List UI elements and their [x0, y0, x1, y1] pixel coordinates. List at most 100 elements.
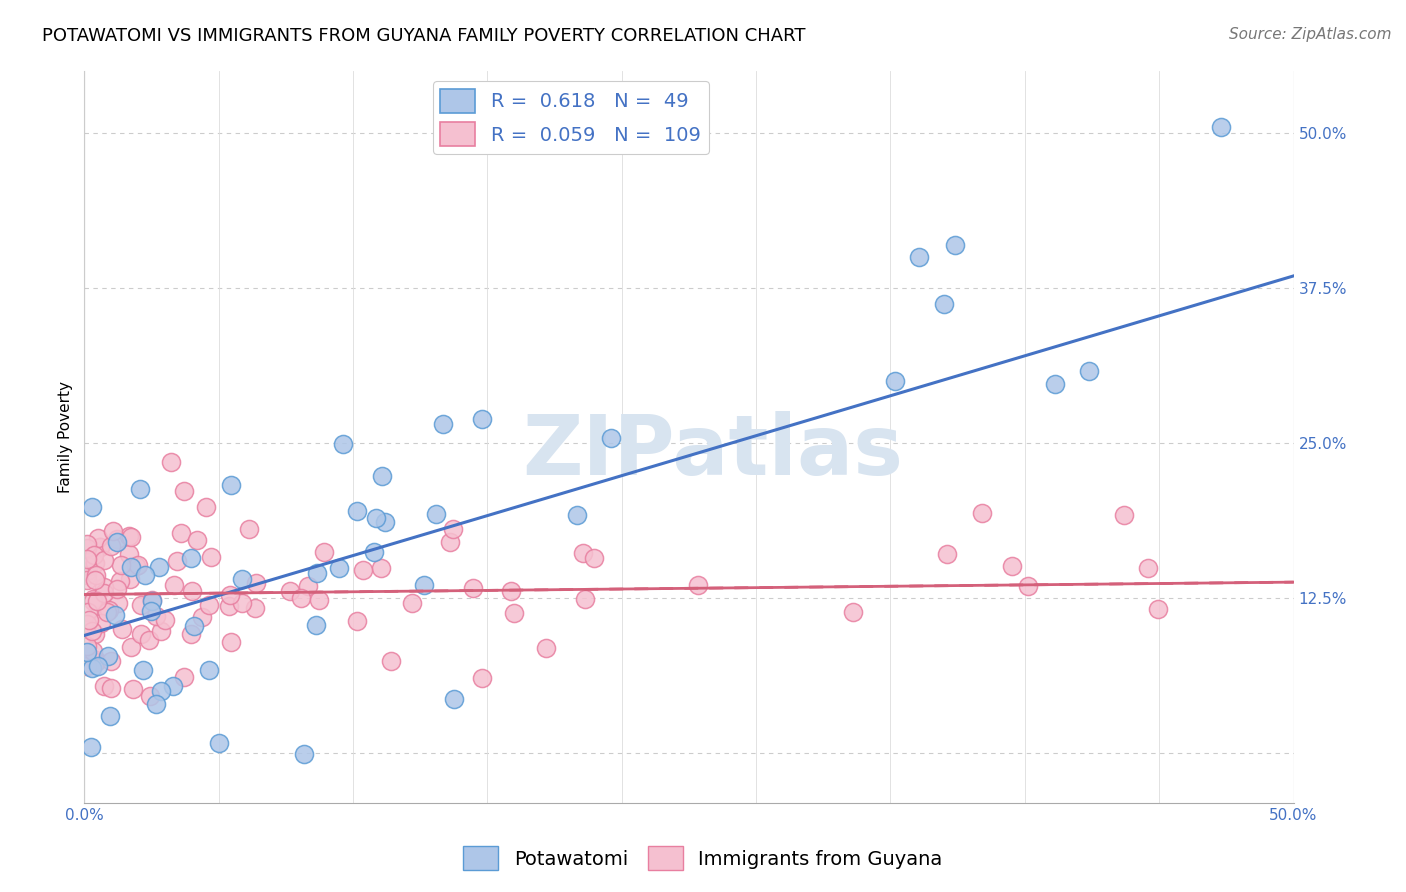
Point: [534, 640, 557, 655]
Legend: Potawatomi, Immigrants from Guyana: Potawatomi, Immigrants from Guyana: [456, 838, 950, 878]
Point: [243, 600, 266, 615]
Point: [1114, 508, 1136, 522]
Point: [131, 663, 153, 677]
Point: [82, 624, 104, 639]
Point: [118, 547, 141, 561]
Point: [186, 533, 208, 547]
Point: [574, 591, 596, 606]
Point: [76, 568, 98, 582]
Point: [443, 692, 465, 706]
Point: [82, 644, 104, 658]
Point: [1001, 559, 1024, 574]
Point: [583, 551, 606, 566]
Point: [96, 605, 118, 619]
Point: [441, 522, 464, 536]
Point: [76, 541, 98, 555]
Point: [97, 648, 120, 663]
Point: [80, 739, 103, 754]
Point: [111, 622, 134, 636]
Point: [1078, 364, 1101, 378]
Point: [105, 535, 128, 549]
Point: [332, 437, 354, 451]
Point: [1017, 578, 1039, 592]
Point: [76, 659, 98, 673]
Point: [218, 599, 240, 613]
Point: [170, 526, 193, 541]
Point: [162, 679, 184, 693]
Point: [471, 412, 494, 426]
Point: [503, 607, 526, 621]
Point: [688, 578, 710, 592]
Point: [76, 564, 98, 578]
Point: [86, 594, 108, 608]
Point: [120, 559, 142, 574]
Point: [934, 297, 956, 311]
Point: [180, 550, 202, 565]
Point: [308, 593, 330, 607]
Point: [138, 633, 160, 648]
Point: [572, 546, 595, 560]
Point: [110, 558, 132, 572]
Point: [197, 663, 219, 677]
Point: [145, 608, 167, 623]
Point: [76, 616, 98, 631]
Point: [432, 417, 454, 432]
Point: [162, 578, 184, 592]
Point: [363, 545, 385, 559]
Point: [150, 684, 173, 698]
Point: [180, 627, 202, 641]
Point: [425, 507, 447, 521]
Text: POTAWATOMI VS IMMIGRANTS FROM GUYANA FAMILY POVERTY CORRELATION CHART: POTAWATOMI VS IMMIGRANTS FROM GUYANA FAM…: [42, 27, 806, 45]
Point: [380, 654, 402, 668]
Point: [413, 577, 436, 591]
Point: [352, 563, 374, 577]
Point: [82, 594, 104, 608]
Point: [104, 608, 127, 623]
Point: [166, 553, 188, 567]
Point: [80, 500, 103, 515]
Point: [191, 610, 214, 624]
Point: [150, 624, 173, 638]
Point: [290, 591, 312, 605]
Point: [219, 635, 242, 649]
Point: [129, 598, 152, 612]
Text: ZIPatlas: ZIPatlas: [523, 411, 904, 492]
Point: [100, 681, 122, 696]
Point: [297, 579, 319, 593]
Point: [89, 540, 111, 554]
Point: [139, 689, 162, 703]
Point: [148, 559, 170, 574]
Point: [231, 596, 253, 610]
Point: [108, 574, 131, 588]
Point: [231, 572, 253, 586]
Point: [127, 558, 149, 572]
Point: [105, 582, 128, 597]
Point: [346, 504, 368, 518]
Point: [86, 531, 108, 545]
Point: [93, 553, 115, 567]
Point: [77, 613, 100, 627]
Point: [125, 559, 148, 574]
Point: [89, 540, 111, 554]
Point: [884, 374, 907, 388]
Point: [97, 603, 120, 617]
Point: [76, 573, 98, 587]
Point: [80, 660, 103, 674]
Point: [153, 613, 176, 627]
Point: [173, 484, 195, 499]
Text: Source: ZipAtlas.com: Source: ZipAtlas.com: [1229, 27, 1392, 42]
Point: [305, 566, 328, 580]
Legend: R =  0.618   N =  49, R =  0.059   N =  109: R = 0.618 N = 49, R = 0.059 N = 109: [433, 81, 709, 153]
Point: [98, 709, 121, 723]
Point: [84, 556, 107, 570]
Point: [82, 591, 104, 606]
Point: [84, 627, 107, 641]
Point: [935, 547, 957, 561]
Point: [278, 584, 301, 599]
Point: [245, 576, 267, 591]
Point: [93, 580, 115, 594]
Point: [76, 645, 98, 659]
Point: [76, 552, 98, 566]
Point: [86, 567, 108, 582]
Point: [107, 596, 129, 610]
